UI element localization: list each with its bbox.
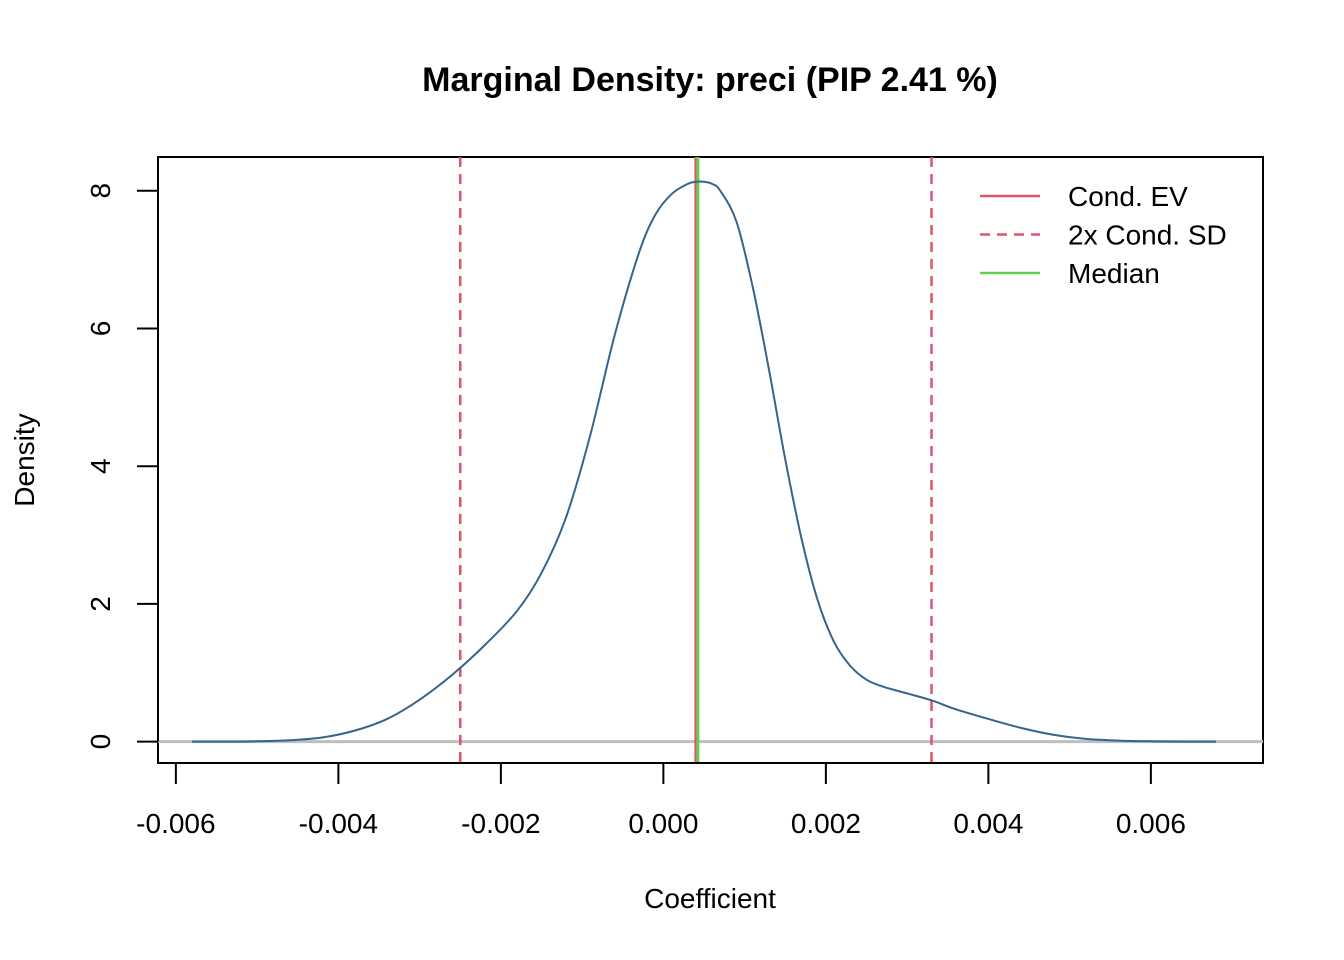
y-axis: 0 2 4 6 8 [85, 183, 159, 750]
legend: Cond. EV 2x Cond. SD Median [980, 181, 1227, 289]
x-axis-label: Coefficient [644, 883, 776, 914]
y-tick-label: 4 [85, 458, 116, 474]
y-tick-label: 6 [85, 321, 116, 337]
x-tick-label: -0.006 [136, 808, 215, 839]
x-tick-label: 0.002 [791, 808, 861, 839]
y-axis-label: Density [9, 413, 40, 506]
x-tick-label: -0.002 [461, 808, 540, 839]
legend-label: Cond. EV [1068, 181, 1188, 212]
x-axis: -0.006 -0.004 -0.002 0.000 0.002 0.004 0.006 [136, 762, 1186, 839]
density-curve [192, 180, 1216, 743]
chart-title: Marginal Density: preci (PIP 2.41 %) [422, 61, 998, 99]
x-tick-label: -0.004 [299, 808, 378, 839]
legend-label: Median [1068, 258, 1160, 289]
legend-label: 2x Cond. SD [1068, 220, 1227, 251]
y-tick-label: 0 [85, 734, 116, 750]
x-tick-label: 0.006 [1116, 808, 1186, 839]
y-tick-label: 8 [85, 183, 116, 199]
x-tick-label: 0.004 [953, 808, 1023, 839]
y-tick-label: 2 [85, 596, 116, 612]
x-tick-label: 0.000 [628, 808, 698, 839]
